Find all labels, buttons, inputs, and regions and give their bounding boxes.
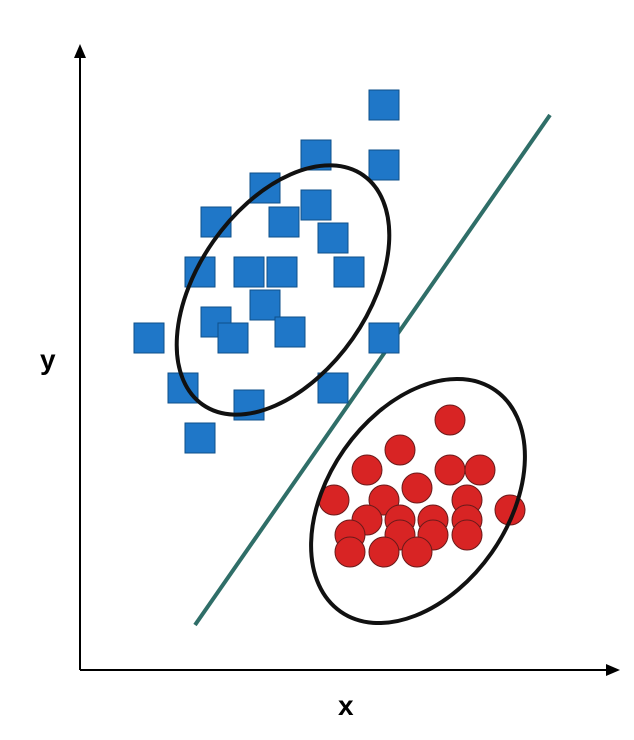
square-point <box>217 322 249 354</box>
cluster-ellipse-circles <box>309 376 527 626</box>
circle-point <box>434 404 466 436</box>
decision-boundary-line <box>193 113 552 627</box>
circle-point <box>334 536 366 568</box>
square-point <box>368 149 400 181</box>
circle-point <box>401 472 433 504</box>
axes <box>74 44 620 676</box>
cluster-ellipse-squares <box>174 163 392 417</box>
y-axis-arrowhead <box>74 44 86 58</box>
square-point <box>249 289 281 321</box>
circle-point <box>451 519 483 551</box>
circle-point <box>434 454 466 486</box>
square-point <box>368 322 400 354</box>
y-axis-label: y <box>40 344 56 375</box>
square-point <box>317 372 349 404</box>
circle-point <box>401 536 433 568</box>
square-point <box>317 222 349 254</box>
square-point <box>333 256 365 288</box>
circle-point <box>351 454 383 486</box>
square-point <box>133 322 165 354</box>
ellipse-layer <box>174 163 527 626</box>
points-layer <box>133 89 526 568</box>
square-point <box>368 89 400 121</box>
square-point <box>268 206 300 238</box>
circle-point <box>368 536 400 568</box>
square-point <box>266 256 298 288</box>
x-axis-arrowhead <box>606 664 620 676</box>
square-point <box>184 422 216 454</box>
square-point <box>274 316 306 348</box>
circle-point <box>464 454 496 486</box>
boundary-layer <box>193 113 552 627</box>
square-point <box>233 256 265 288</box>
square-point <box>300 189 332 221</box>
x-axis-label: x <box>338 690 354 721</box>
circle-point <box>384 434 416 466</box>
